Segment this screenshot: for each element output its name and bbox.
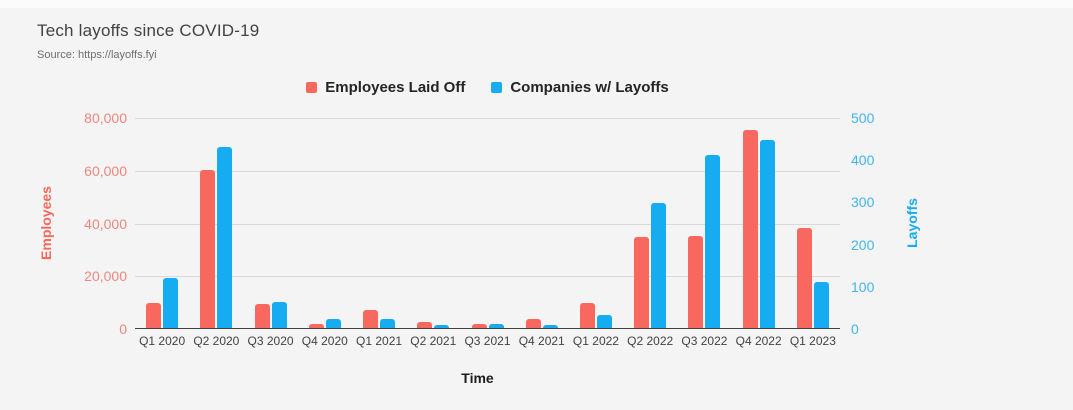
bar-companies-q3-2022: [705, 154, 721, 328]
bar-employees-q3-2021: [471, 323, 487, 328]
bar-companies-q1-2021: [380, 318, 396, 328]
legend-item-companies[interactable]: Companies w/ Layoffs: [491, 79, 669, 96]
bar-companies-q4-2020: [325, 318, 341, 328]
x-axis-label: Q4 2022: [735, 334, 782, 348]
bar-employees-q3-2022: [688, 235, 704, 328]
gridline: [135, 170, 840, 172]
right-axis-tick: 0: [851, 321, 859, 337]
x-axis-label: Q4 2020: [301, 334, 348, 348]
x-axis-label: Q2 2021: [410, 334, 457, 348]
bar-companies-q2-2022: [651, 202, 667, 328]
plot-area: [135, 118, 840, 329]
x-axis-label: Q1 2020: [139, 334, 186, 348]
legend-swatch-icon: [306, 82, 318, 93]
bar-companies-q4-2021: [542, 325, 558, 328]
x-axis-label: Q4 2021: [518, 334, 565, 348]
x-axis-label: Q3 2020: [247, 334, 294, 348]
left-axis-tick: 80,000: [84, 110, 127, 126]
x-axis-label: Q1 2022: [572, 334, 619, 348]
bar-employees-q4-2022: [742, 130, 758, 328]
bar-employees-q3-2020: [254, 303, 270, 328]
gridline: [135, 223, 840, 225]
gridline: [135, 276, 840, 278]
x-axis-title: Time: [461, 370, 494, 386]
right-axis-tick: 300: [851, 194, 875, 211]
legend-label: Employees Laid Off: [325, 79, 466, 96]
bar-companies-q2-2021: [434, 325, 450, 328]
chart-title: Tech layoffs since COVID-19: [37, 21, 260, 40]
bar-companies-q3-2020: [271, 302, 287, 328]
right-axis-tick: 500: [851, 110, 875, 126]
bar-employees-q4-2020: [308, 324, 324, 328]
bar-companies-q2-2020: [217, 147, 233, 328]
bar-companies-q1-2020: [163, 277, 179, 328]
x-axis-label: Q1 2021: [356, 334, 403, 348]
x-axis-line: [135, 328, 840, 329]
legend-swatch-icon: [491, 82, 503, 93]
bar-employees-q1-2021: [363, 310, 379, 328]
legend-item-employees[interactable]: Employees Laid Off: [306, 79, 465, 96]
bar-employees-q2-2022: [634, 237, 650, 328]
left-axis-tick: 0: [119, 321, 127, 337]
bar-employees-q4-2021: [525, 319, 541, 328]
legend: Employees Laid Off Companies w/ Layoffs: [135, 79, 840, 96]
x-axis-label: Q2 2020: [193, 334, 240, 348]
x-axis-label: Q2 2022: [627, 334, 674, 348]
bar-employees-q2-2021: [417, 321, 433, 328]
right-axis-tick: 200: [851, 236, 875, 253]
x-axis-label: Q1 2023: [789, 334, 836, 348]
bar-companies-q3-2021: [488, 323, 504, 328]
gridline: [135, 118, 840, 119]
bar-employees-q2-2020: [200, 169, 216, 328]
bar-employees-q1-2020: [146, 302, 162, 328]
top-strip: [0, 0, 1073, 8]
bar-companies-q1-2023: [813, 281, 829, 328]
right-axis-tick: 400: [851, 152, 875, 169]
bar-employees-q1-2022: [579, 302, 595, 328]
left-axis-tick: 60,000: [84, 162, 127, 179]
right-axis-tick: 100: [851, 278, 875, 295]
bar-companies-q1-2022: [596, 314, 612, 328]
left-axis-tick: 40,000: [84, 215, 127, 232]
legend-label: Companies w/ Layoffs: [510, 79, 669, 96]
left-axis-tick: 20,000: [84, 268, 127, 285]
x-axis-label: Q3 2022: [681, 334, 728, 348]
bar-companies-q4-2022: [759, 140, 775, 328]
bar-employees-q1-2023: [796, 228, 812, 328]
x-axis-label: Q3 2021: [464, 334, 511, 348]
chart-source: Source: https://layoffs.fyi: [37, 49, 157, 61]
